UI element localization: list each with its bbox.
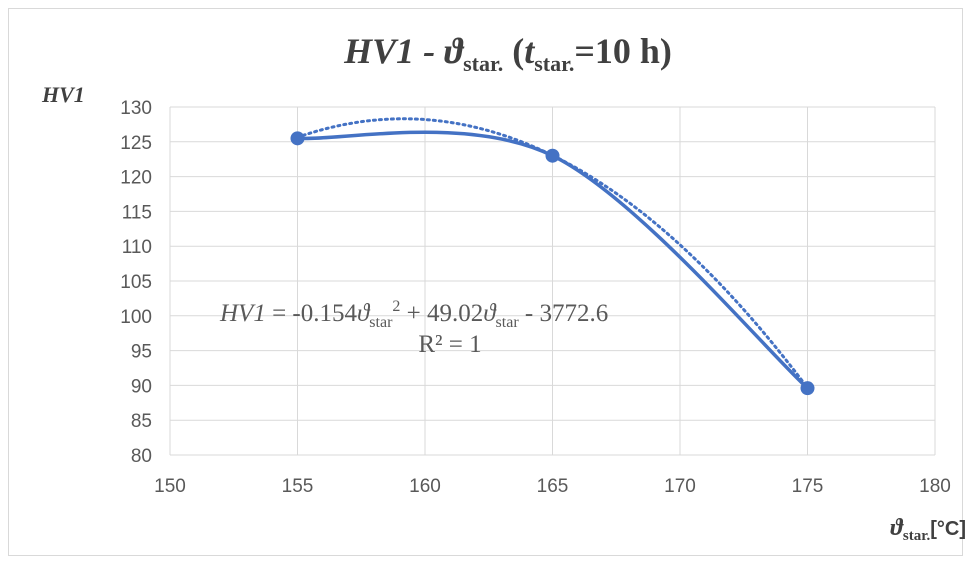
grid <box>169 106 936 456</box>
y-tick-label: 130 <box>120 98 152 119</box>
y-tick-label: 115 <box>122 202 152 223</box>
eq-part3: - 3772.6 <box>519 300 609 327</box>
x-axis-label: ϑstar.[°C] <box>890 515 966 544</box>
chart-area <box>8 8 963 556</box>
y-tick-label: 110 <box>122 237 152 258</box>
eq-part1: = -0.154 <box>266 300 358 327</box>
data-point <box>800 381 815 396</box>
eq-sub1: star <box>369 314 393 331</box>
title-t: t <box>524 31 535 71</box>
y-tick-label: 105 <box>120 272 152 293</box>
x-tick-label: 170 <box>664 476 696 497</box>
x-tick-label: 160 <box>409 476 441 497</box>
r-squared-label: R² = 1 <box>418 331 481 358</box>
y-tick-label: 95 <box>131 342 152 363</box>
eq-sup: 2 <box>392 298 400 315</box>
title-rest: =10 h) <box>574 31 672 71</box>
title-t-sub: star. <box>534 51 574 76</box>
y-tick-label: 80 <box>131 446 152 467</box>
x-tick-label: 150 <box>154 476 186 497</box>
y-tick-label: 125 <box>120 133 152 154</box>
y-tick-label: 85 <box>131 411 152 432</box>
eq-sub2: star <box>496 314 520 331</box>
eq-lhs: HV1 <box>219 300 266 327</box>
eq-part2: + 49.02 <box>400 300 483 327</box>
title-prefix: HV1 - ϑ <box>343 31 465 71</box>
title-prefix-sub: star. <box>463 51 503 76</box>
data-point <box>290 131 305 146</box>
trendline-equation: HV1 = -0.154ϑstar2 + 49.02ϑstar - 3772.6 <box>219 298 608 331</box>
x-label-unit: [°C] <box>930 518 966 540</box>
y-axis-label: HV1 <box>41 82 85 107</box>
title-open: ( <box>503 31 524 71</box>
x-tick-label: 175 <box>792 476 824 497</box>
x-label-sub: star. <box>903 528 931 544</box>
y-tick-label: 90 <box>131 376 152 397</box>
eq-var1: ϑ <box>357 300 371 327</box>
series-layer <box>290 130 815 396</box>
chart-title: HV1 - ϑstar. (tstar.=10 h) <box>343 31 672 76</box>
x-tick-label: 155 <box>282 476 314 497</box>
eq-var2: ϑ <box>483 300 497 327</box>
x-tick-label: 180 <box>919 476 951 497</box>
x-label-main: ϑ <box>890 515 904 541</box>
data-point <box>545 148 560 163</box>
x-tick-label: 165 <box>537 476 569 497</box>
tick-labels: 80 85 90 95 100 105 110 115 120 125 130 150 155 160 16… <box>120 98 951 497</box>
y-tick-label: 100 <box>120 307 152 328</box>
y-tick-label: 120 <box>120 168 152 189</box>
